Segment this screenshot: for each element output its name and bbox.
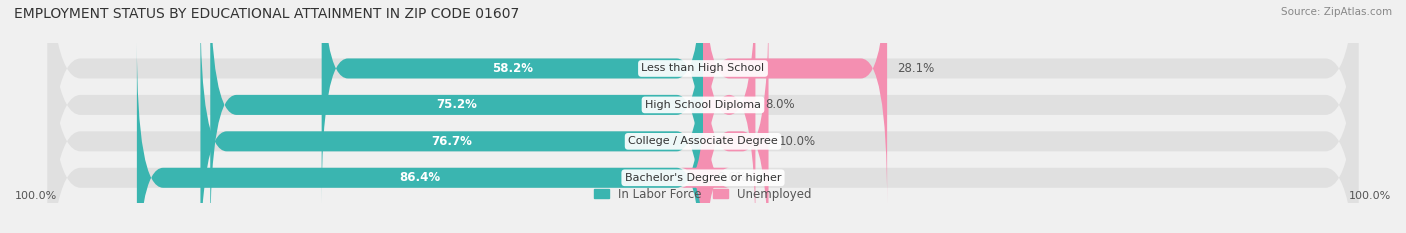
Text: 100.0%: 100.0% [15,192,58,202]
FancyBboxPatch shape [211,0,703,233]
Text: 58.2%: 58.2% [492,62,533,75]
FancyBboxPatch shape [48,0,1358,233]
Text: EMPLOYMENT STATUS BY EDUCATIONAL ATTAINMENT IN ZIP CODE 01607: EMPLOYMENT STATUS BY EDUCATIONAL ATTAINM… [14,7,519,21]
FancyBboxPatch shape [48,0,1358,233]
Text: 100.0%: 100.0% [1348,192,1391,202]
FancyBboxPatch shape [136,42,703,233]
Text: Source: ZipAtlas.com: Source: ZipAtlas.com [1281,7,1392,17]
FancyBboxPatch shape [681,42,730,233]
Text: 0.6%: 0.6% [717,171,747,184]
FancyBboxPatch shape [703,6,769,233]
FancyBboxPatch shape [703,0,755,233]
Legend: In Labor Force, Unemployed: In Labor Force, Unemployed [589,183,817,206]
Text: 86.4%: 86.4% [399,171,440,184]
Text: Less than High School: Less than High School [641,63,765,73]
Text: College / Associate Degree: College / Associate Degree [628,136,778,146]
FancyBboxPatch shape [48,6,1358,233]
Text: 8.0%: 8.0% [765,98,794,111]
FancyBboxPatch shape [703,0,887,204]
Text: 76.7%: 76.7% [432,135,472,148]
Text: 28.1%: 28.1% [897,62,934,75]
FancyBboxPatch shape [322,0,703,204]
Text: 10.0%: 10.0% [779,135,815,148]
Text: High School Diploma: High School Diploma [645,100,761,110]
FancyBboxPatch shape [48,0,1358,233]
Text: Bachelor's Degree or higher: Bachelor's Degree or higher [624,173,782,183]
Text: 75.2%: 75.2% [436,98,477,111]
FancyBboxPatch shape [201,6,703,233]
